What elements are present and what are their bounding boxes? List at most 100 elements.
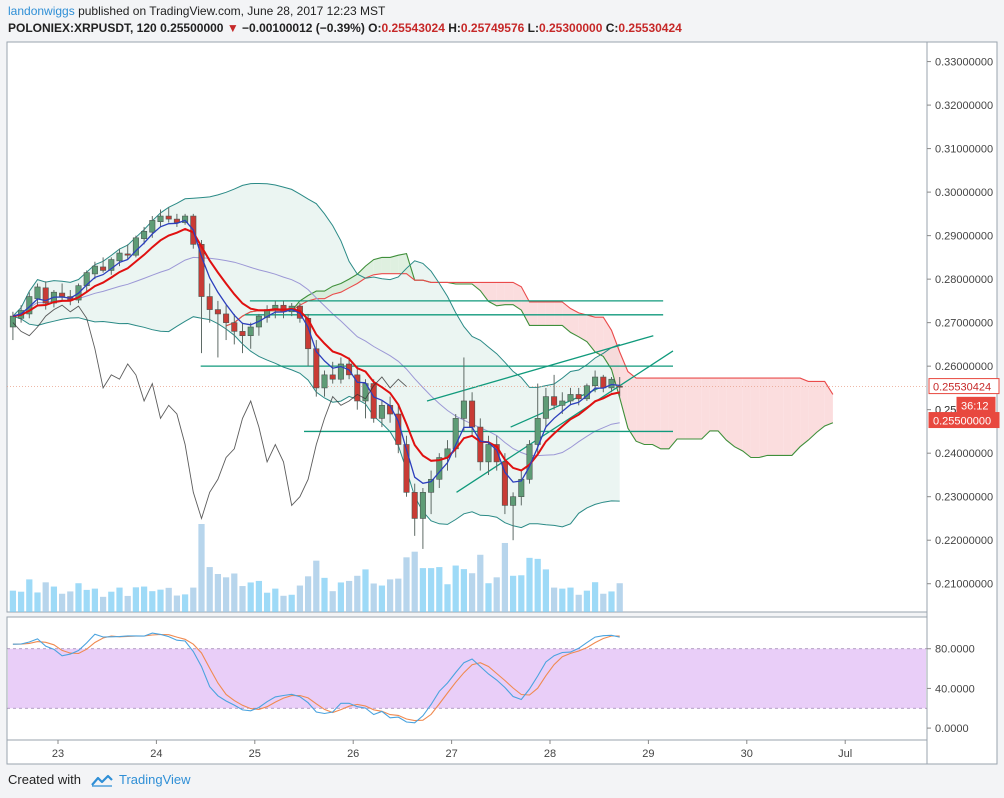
candle-body	[42, 287, 49, 304]
candle-body	[575, 394, 582, 400]
ichimoku-cloud-segment	[488, 282, 497, 306]
open-label: O:	[368, 21, 382, 35]
volume-bar	[583, 590, 591, 612]
volume-bar	[427, 568, 435, 612]
ichimoku-cloud-segment	[677, 378, 686, 439]
volume-bar	[58, 593, 66, 612]
ichimoku-cloud-segment	[800, 378, 809, 447]
volume-bar	[280, 595, 287, 612]
volume-bar	[378, 585, 386, 612]
candle	[313, 340, 320, 397]
tradingview-logo-icon	[91, 774, 113, 787]
candle	[223, 305, 230, 341]
ichimoku-cloud-segment	[537, 302, 546, 326]
time-tick-label: 27	[445, 748, 457, 760]
candle	[567, 387, 574, 406]
volume-bar	[608, 591, 615, 612]
volume-bar	[296, 585, 304, 612]
volume-bar	[600, 593, 607, 612]
volume-bar	[108, 591, 115, 612]
low-label: L:	[527, 21, 539, 35]
ichimoku-cloud-segment	[750, 378, 760, 458]
candle-body	[337, 363, 344, 380]
volume-bar	[452, 565, 459, 612]
author-link[interactable]: landonwiggs	[8, 4, 75, 18]
ichimoku-span-a	[225, 252, 834, 459]
volume-bar	[321, 577, 328, 612]
volume-bar	[386, 579, 394, 612]
bollinger-upper	[12, 182, 620, 388]
tradingview-link[interactable]: TradingView	[118, 772, 191, 787]
publish-line: landonwiggs published on TradingView.com…	[8, 4, 385, 18]
price-tick-label: 0.30000000	[935, 187, 993, 199]
ichimoku-cloud-segment	[521, 286, 530, 326]
price-tag-label: 0.25500000	[933, 416, 991, 428]
candle-body	[321, 374, 328, 389]
candle	[124, 244, 131, 260]
volume-bar	[263, 592, 271, 612]
oscillator-tick-label: 80.0000	[935, 644, 975, 656]
candle	[403, 435, 410, 497]
ichimoku-cloud-segment	[709, 378, 719, 431]
close-value: 0.25530424	[618, 21, 682, 35]
volume-bar	[26, 579, 33, 612]
close-label: C:	[605, 21, 619, 35]
candle	[231, 313, 238, 345]
ichimoku-cloud-segment	[783, 378, 792, 456]
candle	[157, 209, 164, 227]
price-tag: 0.25530424	[928, 378, 1000, 395]
ichimoku-span-b	[225, 273, 834, 395]
candle-body	[370, 383, 377, 419]
candle-body	[34, 286, 41, 300]
candle-body	[124, 253, 131, 256]
candle	[419, 487, 426, 549]
ichimoku-cloud-segment	[791, 378, 801, 456]
volume-bar	[83, 589, 90, 612]
price-tick-label: 0.27000000	[935, 318, 993, 330]
volume-bar	[140, 586, 148, 612]
volume-bar	[526, 557, 533, 612]
candle-body	[485, 444, 492, 463]
price-tick-label: 0.23000000	[935, 492, 993, 504]
volume-bar	[91, 588, 99, 612]
ichimoku-cloud-segment	[767, 378, 776, 456]
candle-body	[559, 400, 566, 406]
volume-bar	[575, 594, 582, 612]
volume-bar	[190, 587, 197, 612]
candle	[378, 400, 385, 428]
candle-body	[157, 215, 164, 223]
published-text: published on TradingView.com, June 28, 2…	[78, 4, 386, 18]
candle-body	[378, 405, 385, 419]
ichimoku-cloud-segment	[480, 282, 489, 302]
volume-bar	[370, 583, 377, 612]
candle-body	[173, 218, 180, 223]
candle	[239, 322, 246, 354]
candle	[477, 418, 484, 471]
symbol-label: POLONIEX:XRPUSDT, 120	[8, 21, 157, 35]
candle-body	[108, 259, 115, 271]
volume-bar	[288, 594, 295, 612]
candle	[321, 370, 328, 397]
candle-body	[132, 237, 139, 256]
volume-bar	[173, 595, 181, 612]
volume-bar	[518, 575, 525, 612]
ichimoku-cloud-segment	[603, 317, 612, 370]
ichimoku-cloud-segment	[554, 302, 563, 326]
candle-body	[116, 252, 123, 262]
ichimoku-cloud-segment	[644, 378, 653, 445]
ichimoku-cloud-segment	[619, 352, 628, 429]
candle	[9, 311, 16, 341]
oscillator-tick-label: 40.0000	[935, 683, 975, 695]
time-tick-label: 26	[347, 748, 359, 760]
candle	[198, 239, 205, 354]
candle-body	[149, 220, 156, 233]
candle-body	[501, 461, 508, 506]
time-axis	[6, 739, 928, 765]
candle	[460, 357, 467, 432]
open-value: 0.25543024	[381, 21, 445, 35]
candle-body	[608, 378, 615, 389]
ichimoku-cloud-segment	[824, 381, 833, 426]
volume-bar	[616, 583, 623, 612]
candle-body	[419, 492, 426, 519]
